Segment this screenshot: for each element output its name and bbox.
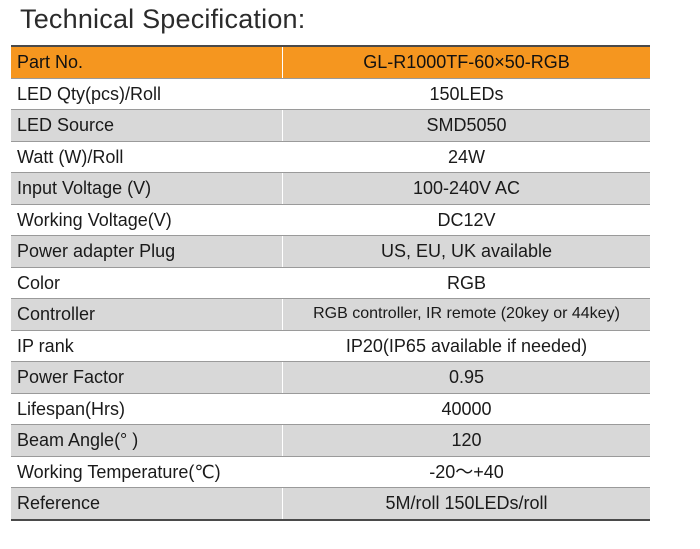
table-row-working-voltage: Working Voltage(V) DC12V bbox=[11, 203, 650, 236]
page-title: Technical Specification: bbox=[20, 4, 306, 34]
specification-table: Part No. GL-R1000TF-60×50-RGB LED Qty(pc… bbox=[11, 45, 650, 521]
row-label: Color bbox=[11, 266, 283, 299]
row-label: Beam Angle(° ) bbox=[11, 424, 283, 457]
row-value: SMD5050 bbox=[282, 109, 650, 142]
row-label: Watt (W)/Roll bbox=[11, 140, 283, 173]
row-label: Power adapter Plug bbox=[11, 235, 283, 268]
table-row-working-temperature: Working Temperature(℃) -20～+40 bbox=[11, 455, 650, 488]
table-row-input-voltage: Input Voltage (V) 100-240V AC bbox=[11, 172, 650, 205]
row-value: 0.95 bbox=[282, 361, 650, 394]
row-value: RGB controller, IR remote (20key or 44ke… bbox=[282, 298, 650, 331]
row-label: LED Source bbox=[11, 109, 283, 142]
row-value: 24W bbox=[282, 140, 650, 173]
row-label: Working Voltage(V) bbox=[11, 203, 283, 236]
row-value: DC12V bbox=[282, 203, 650, 236]
row-value: US, EU, UK available bbox=[282, 235, 650, 268]
table-row-led-qty: LED Qty(pcs)/Roll 150LEDs bbox=[11, 77, 650, 110]
row-label: Power Factor bbox=[11, 361, 283, 394]
table-row-color: Color RGB bbox=[11, 266, 650, 299]
table-row-power-factor: Power Factor 0.95 bbox=[11, 361, 650, 394]
row-label: Lifespan(Hrs) bbox=[11, 392, 283, 425]
table-row-part-no: Part No. GL-R1000TF-60×50-RGB bbox=[11, 45, 650, 79]
table-row-controller: Controller RGB controller, IR remote (20… bbox=[11, 298, 650, 331]
row-value: 120 bbox=[282, 424, 650, 457]
table-row-watt: Watt (W)/Roll 24W bbox=[11, 140, 650, 173]
table-row-beam-angle: Beam Angle(° ) 120 bbox=[11, 424, 650, 457]
row-label: Controller bbox=[11, 298, 283, 331]
table-row-led-source: LED Source SMD5050 bbox=[11, 109, 650, 142]
table-row-ip-rank: IP rank IP20(IP65 available if needed) bbox=[11, 329, 650, 362]
row-value: 150LEDs bbox=[282, 77, 650, 110]
row-label: Working Temperature(℃) bbox=[11, 455, 283, 488]
row-value: GL-R1000TF-60×50-RGB bbox=[282, 45, 650, 79]
row-value: -20～+40 bbox=[282, 455, 650, 488]
row-value: 5M/roll 150LEDs/roll bbox=[282, 487, 650, 521]
row-label: Part No. bbox=[11, 45, 283, 79]
row-label: Input Voltage (V) bbox=[11, 172, 283, 205]
row-value: IP20(IP65 available if needed) bbox=[282, 329, 650, 362]
row-value: RGB bbox=[282, 266, 650, 299]
row-label: IP rank bbox=[11, 329, 283, 362]
table-row-power-adapter-plug: Power adapter Plug US, EU, UK available bbox=[11, 235, 650, 268]
table-row-reference: Reference 5M/roll 150LEDs/roll bbox=[11, 487, 650, 521]
table-row-lifespan: Lifespan(Hrs) 40000 bbox=[11, 392, 650, 425]
row-value: 40000 bbox=[282, 392, 650, 425]
row-value: 100-240V AC bbox=[282, 172, 650, 205]
row-label: Reference bbox=[11, 487, 283, 521]
row-label: LED Qty(pcs)/Roll bbox=[11, 77, 283, 110]
